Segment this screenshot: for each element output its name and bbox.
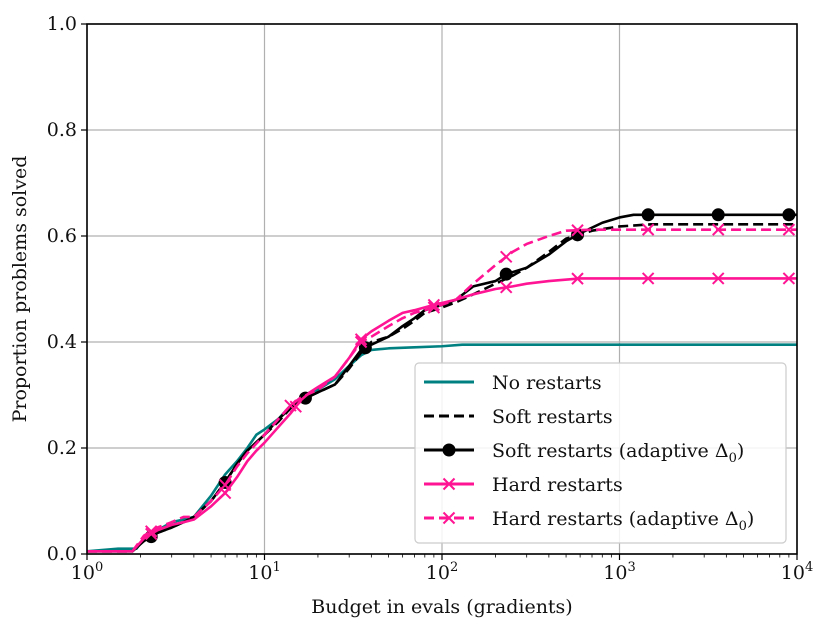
legend-item: Soft restarts (adaptive Δ0) — [424, 440, 744, 466]
legend-item: Soft restarts — [424, 406, 613, 428]
data-point — [218, 478, 232, 492]
series-layer — [86, 208, 797, 553]
series-line — [87, 228, 797, 553]
legend-label: Hard restarts (adaptive Δ0) — [492, 508, 754, 534]
data-point — [499, 281, 513, 294]
y-tick-label: 0.0 — [47, 543, 77, 565]
x-tick-label: 100 — [71, 560, 103, 584]
data-point — [641, 272, 655, 285]
data-point — [144, 525, 158, 538]
x-tick-label: 101 — [248, 560, 280, 584]
legend-label: Soft restarts — [492, 406, 613, 428]
legend-item: No restarts — [424, 372, 602, 394]
data-point — [712, 272, 725, 285]
data-point — [499, 267, 513, 281]
y-tick-label: 0.8 — [47, 119, 77, 141]
data-point — [427, 301, 441, 314]
data-point — [782, 272, 796, 285]
legend-label: No restarts — [492, 372, 602, 394]
legend: No restarts Soft restarts Soft restarts (a… — [414, 362, 787, 544]
y-tick-label: 0.6 — [47, 225, 77, 247]
x-tick-label: 104 — [781, 560, 813, 584]
data-point — [711, 208, 725, 222]
data-point — [782, 208, 796, 222]
ticks — [81, 23, 798, 560]
legend-marker — [442, 511, 456, 525]
data-point — [641, 223, 655, 236]
series-hard-restarts-adaptive — [87, 223, 797, 553]
y-tick-label: 0.4 — [47, 331, 77, 353]
y-tick-label: 1.0 — [47, 13, 77, 35]
x-axis-label: Budget in evals (gradients) — [311, 596, 572, 618]
data-point — [499, 250, 513, 264]
y-tick-label: 0.2 — [47, 437, 77, 459]
data-point — [571, 224, 584, 237]
data-point — [284, 399, 297, 412]
y-axis-label: Proportion problems solved — [9, 156, 31, 423]
data-point — [354, 333, 368, 346]
data-point — [571, 272, 584, 285]
legend-box — [414, 362, 787, 544]
x-tick-label: 102 — [426, 560, 458, 584]
data-point — [358, 341, 372, 355]
legend-item: Hard restarts — [424, 474, 623, 496]
legend-label: Hard restarts — [492, 474, 623, 496]
data-point — [782, 223, 796, 236]
series-line — [87, 277, 797, 553]
legend-marker — [442, 443, 456, 457]
data-point — [354, 335, 368, 349]
tick-labels: 0.0 0.2 0.4 0.6 0.8 1.0 100 101 102 103 104 — [47, 13, 813, 584]
legend-label: Soft restarts (adaptive Δ0) — [492, 440, 744, 466]
data-point — [641, 208, 655, 222]
x-tick-label: 103 — [603, 560, 635, 584]
legend-item: Hard restarts (adaptive Δ0) — [424, 508, 754, 534]
data-point — [712, 223, 725, 236]
legend-marker — [442, 477, 456, 491]
